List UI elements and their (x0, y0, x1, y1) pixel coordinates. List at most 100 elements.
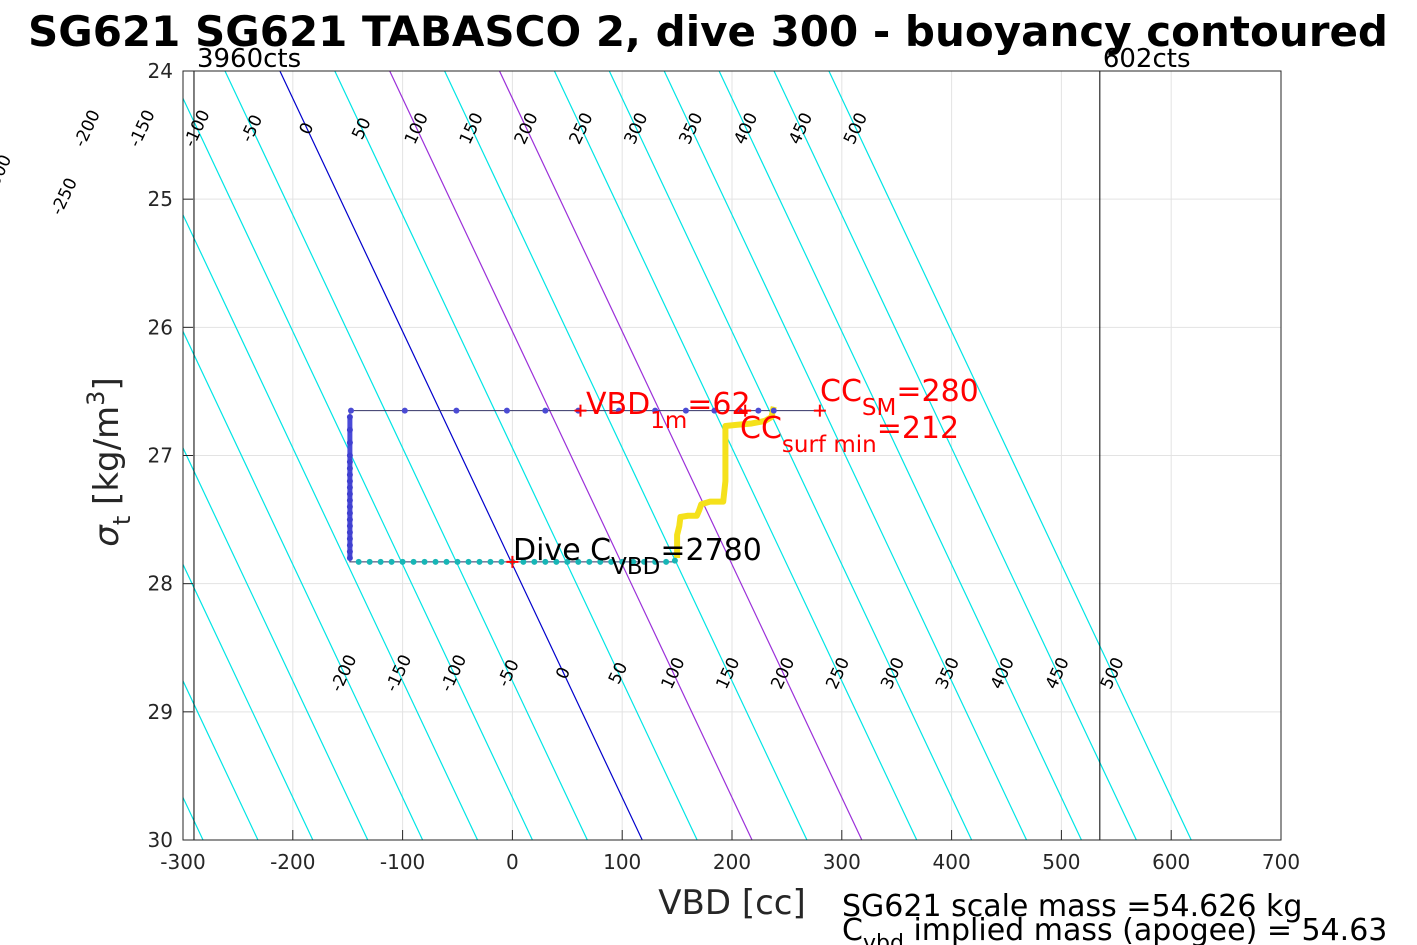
axes: -300 -200 -100 0 100 200 300 400 500 600 700 24 25 26… (148, 59, 1301, 874)
x-axis-label: VBD [cc] (658, 883, 806, 923)
descent-point (346, 529, 353, 536)
contour-line (773, 71, 1137, 840)
bottom-point (619, 558, 626, 565)
x-tick-label: -300 (160, 850, 205, 874)
contour-line (444, 71, 808, 840)
contour-line (183, 679, 259, 840)
bottom-point (663, 558, 670, 565)
contour-label-upper: -200 (70, 107, 105, 150)
chart-title: SG621 SG621 TABASCO 2, dive 300 - buoyan… (28, 7, 1388, 56)
bottom-point (597, 558, 604, 565)
descent-point (346, 439, 353, 446)
cc-surf-min-annotation: CCsurf min=212 (740, 411, 959, 458)
marker-plus (506, 555, 519, 568)
cc-sm-annotation: CCSM=280 (820, 374, 979, 421)
dive-data (346, 406, 820, 565)
vbd-limit-lines: 3960cts 602cts (193, 44, 1191, 840)
surface-point (401, 407, 408, 414)
surface-point (615, 407, 622, 414)
descent-point (346, 452, 353, 459)
bottom-point (575, 558, 582, 565)
contour-line (718, 71, 1082, 840)
contour-line (183, 563, 314, 840)
bottom-point (630, 558, 637, 565)
descent-point (346, 458, 353, 465)
contour-line (183, 213, 479, 840)
descent-point (346, 490, 353, 497)
bottom-point (498, 558, 505, 565)
bottom-point (421, 558, 428, 565)
surface-point (770, 407, 777, 414)
x-tick-label: -200 (270, 850, 315, 874)
marker-plus (739, 404, 752, 417)
surface-point (711, 407, 718, 414)
contour-line-highlight (389, 71, 753, 840)
surface-point (542, 407, 549, 414)
contour-line (224, 71, 588, 840)
descent-point (346, 548, 353, 555)
contour-line (553, 71, 918, 840)
contour-labels: -400-350-300-250-200-150-100-50050100150… (0, 107, 1129, 695)
vbd-limit-label: 3960cts (197, 44, 301, 74)
bottom-point (399, 558, 406, 565)
descent-point (346, 414, 353, 421)
y-axis-label: σt [kg/m3] (82, 377, 136, 546)
bottom-point (476, 558, 483, 565)
bottom-point (410, 558, 417, 565)
bottom-point (432, 558, 439, 565)
surface-point (503, 407, 510, 414)
contour-label-upper: -150 (125, 107, 160, 150)
surface-point (755, 407, 762, 414)
implied-mass-text: Cvbd implied mass (apogee) = 54.63 (842, 913, 1387, 945)
contour-line-highlight (498, 71, 863, 840)
x-tick-label: 300 (823, 850, 861, 874)
y-tick-label: 26 (148, 315, 173, 339)
vbd-limit-label: 602cts (1103, 44, 1191, 74)
descent-point (346, 471, 353, 478)
bottom-point (454, 558, 461, 565)
contour-line (183, 330, 424, 840)
bottom-point (520, 558, 527, 565)
descent-point (346, 555, 353, 562)
marker-plus (574, 404, 587, 417)
descent-point (346, 465, 353, 472)
y-tick-label: 29 (148, 700, 173, 724)
x-tick-label: 200 (713, 850, 751, 874)
descent-point (346, 426, 353, 433)
bottom-point (608, 558, 615, 565)
x-tick-label: 0 (506, 850, 519, 874)
bottom-point (377, 558, 384, 565)
bottom-point (553, 558, 560, 565)
marker-plus (813, 404, 826, 417)
contour-line (828, 71, 1192, 840)
bottom-point (366, 558, 373, 565)
x-tick-label: 500 (1042, 850, 1080, 874)
y-tick-label: 25 (148, 187, 173, 211)
scale-mass-text: SG621 scale mass =54.626 kg (842, 889, 1302, 924)
vbd-1m-annotation: VBD1m=62 (586, 387, 751, 434)
bottom-point (355, 558, 362, 565)
bottom-point (671, 557, 678, 564)
descent-point (346, 497, 353, 504)
descent-point (346, 522, 353, 529)
descent-point (346, 542, 353, 549)
descent-point (346, 503, 353, 510)
ascent-line (674, 406, 777, 559)
bottom-point (465, 558, 472, 565)
bottom-point (388, 558, 395, 565)
y-tick-label: 30 (148, 828, 173, 852)
descent-point (346, 478, 353, 485)
surface-point (347, 407, 354, 414)
y-tick-label: 24 (148, 59, 173, 83)
descent-point (346, 484, 353, 491)
contour-label-upper: -300 (0, 152, 16, 195)
bottom-point (586, 558, 593, 565)
dive-cvbd-annotation: Dive CVBD=2780 (513, 533, 762, 580)
descent-point (346, 535, 353, 542)
contour-line-zero (279, 71, 643, 840)
surface-point (682, 407, 689, 414)
bottom-point (564, 558, 571, 565)
y-tick-label: 27 (148, 444, 173, 468)
descent-point (346, 516, 353, 523)
